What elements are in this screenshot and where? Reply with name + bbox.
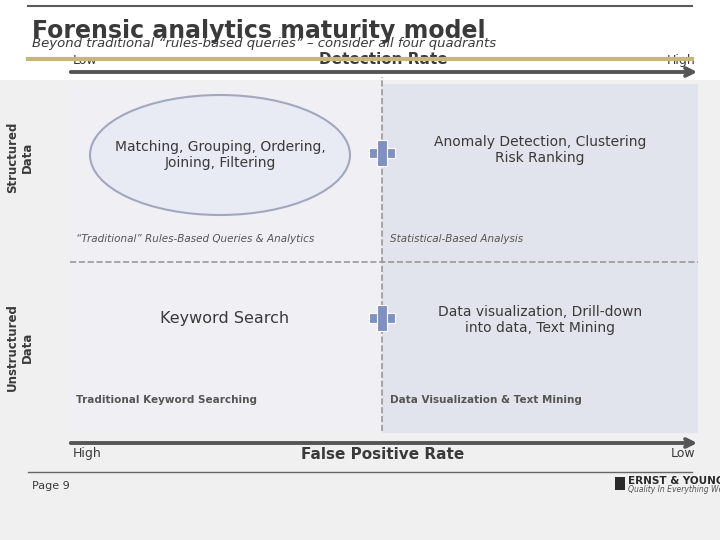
FancyBboxPatch shape bbox=[68, 262, 382, 433]
FancyBboxPatch shape bbox=[382, 262, 698, 433]
Bar bbox=[369, 313, 395, 323]
Text: Data visualization, Drill-down: Data visualization, Drill-down bbox=[438, 305, 642, 319]
Text: High: High bbox=[666, 54, 695, 67]
Text: Low: Low bbox=[73, 54, 98, 67]
Bar bbox=[615, 477, 625, 490]
Text: Structured
Data: Structured Data bbox=[6, 122, 34, 193]
Text: False Positive Rate: False Positive Rate bbox=[302, 447, 464, 462]
Bar bbox=[369, 148, 395, 158]
FancyBboxPatch shape bbox=[0, 80, 720, 540]
Text: Unstructured
Data: Unstructured Data bbox=[6, 303, 34, 392]
Text: Low: Low bbox=[670, 447, 695, 460]
Bar bbox=[377, 140, 387, 166]
Bar bbox=[377, 305, 387, 331]
Text: into data, Text Mining: into data, Text Mining bbox=[465, 321, 615, 335]
Text: High: High bbox=[73, 447, 102, 460]
Text: Beyond traditional “rules-based queries” – consider all four quadrants: Beyond traditional “rules-based queries”… bbox=[32, 37, 496, 50]
Text: Statistical-Based Analysis: Statistical-Based Analysis bbox=[390, 234, 523, 244]
FancyBboxPatch shape bbox=[68, 84, 382, 262]
Text: Detection Rate: Detection Rate bbox=[319, 52, 447, 67]
FancyBboxPatch shape bbox=[382, 84, 698, 262]
Text: Anomaly Detection, Clustering: Anomaly Detection, Clustering bbox=[434, 135, 646, 149]
Text: Quality In Everything We Do: Quality In Everything We Do bbox=[628, 485, 720, 495]
Text: Joining, Filtering: Joining, Filtering bbox=[164, 156, 276, 170]
Text: ERNST & YOUNG: ERNST & YOUNG bbox=[628, 476, 720, 486]
Text: Keyword Search: Keyword Search bbox=[161, 310, 289, 326]
Text: “Traditional” Rules-Based Queries & Analytics: “Traditional” Rules-Based Queries & Anal… bbox=[76, 234, 314, 244]
Text: Matching, Grouping, Ordering,: Matching, Grouping, Ordering, bbox=[114, 140, 325, 154]
Text: Data Visualization & Text Mining: Data Visualization & Text Mining bbox=[390, 395, 582, 405]
FancyBboxPatch shape bbox=[0, 0, 720, 80]
Text: Traditional Keyword Searching: Traditional Keyword Searching bbox=[76, 395, 257, 405]
Text: Forensic analytics maturity model: Forensic analytics maturity model bbox=[32, 19, 485, 43]
Ellipse shape bbox=[90, 95, 350, 215]
Text: Risk Ranking: Risk Ranking bbox=[495, 151, 585, 165]
Text: Page 9: Page 9 bbox=[32, 481, 70, 491]
